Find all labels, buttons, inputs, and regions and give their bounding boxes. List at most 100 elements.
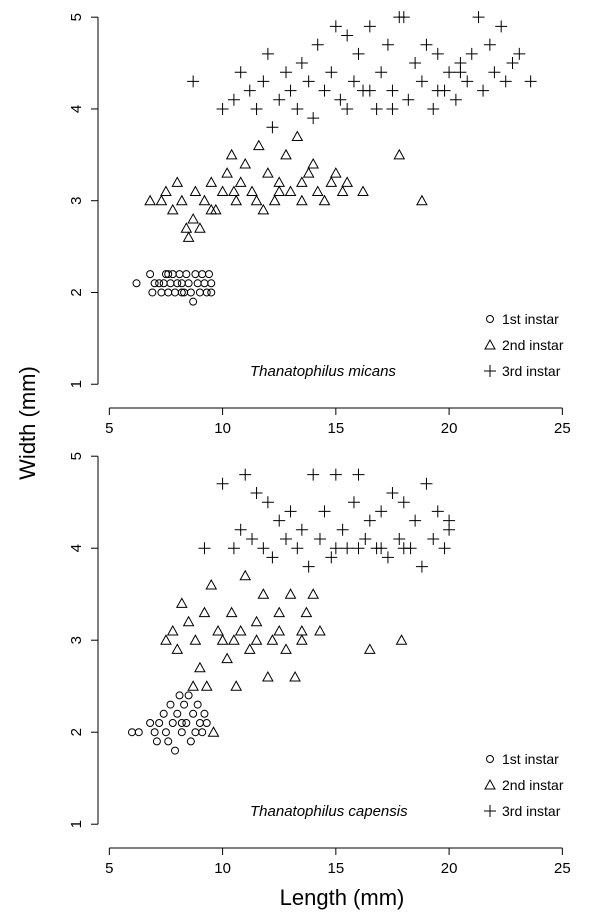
series-circle (132, 270, 216, 306)
data-point-plus (420, 477, 433, 490)
data-point-circle (150, 279, 159, 288)
data-point-circle (155, 279, 164, 288)
data-point-plus (524, 75, 537, 88)
data-point-circle (164, 737, 173, 746)
data-point-triangle (257, 588, 270, 599)
data-point-plus (454, 66, 467, 79)
data-point-triangle (239, 157, 252, 169)
data-point-triangle (180, 222, 193, 233)
data-point-plus (513, 47, 526, 60)
data-point-plus (409, 514, 422, 527)
data-point-triangle (182, 615, 195, 627)
data-point-triangle (182, 231, 195, 242)
data-point-circle (193, 279, 202, 288)
data-point-plus (495, 20, 508, 33)
legend-marker-triangle (484, 338, 496, 350)
data-point-plus (375, 542, 388, 555)
data-point-triangle (194, 661, 206, 673)
x-tick-label: 20 (441, 860, 458, 877)
data-point-plus (347, 75, 360, 88)
data-point-circle (159, 709, 168, 718)
data-point-circle (168, 719, 177, 727)
data-point-triangle (314, 624, 326, 636)
data-point-plus (239, 468, 252, 481)
data-point-circle (184, 691, 193, 700)
data-point-plus (329, 468, 342, 481)
data-point-circle (198, 728, 207, 737)
data-point-circle (175, 270, 184, 279)
data-point-triangle (416, 194, 428, 206)
data-point-triangle (273, 606, 286, 618)
y-tick-label: 3 (68, 636, 85, 644)
data-point-triangle (266, 634, 279, 645)
data-point-circle (195, 288, 204, 297)
data-point-triangle (311, 185, 324, 197)
data-point-circle (202, 288, 211, 297)
data-point-plus (261, 47, 274, 60)
data-point-plus (295, 523, 308, 536)
x-tick-label: 5 (105, 420, 113, 437)
data-point-plus (302, 75, 315, 88)
data-point-plus (284, 84, 297, 97)
data-point-circle (204, 270, 213, 279)
data-point-triangle (273, 624, 286, 636)
data-point-circle (157, 288, 166, 297)
data-point-plus (465, 47, 478, 60)
data-point-triangle (257, 203, 270, 215)
data-point-plus (415, 75, 428, 88)
data-point-plus (409, 57, 422, 70)
data-point-triangle (300, 606, 313, 618)
data-point-triangle (280, 643, 292, 654)
data-point-plus (483, 38, 496, 51)
data-point-plus (187, 75, 200, 88)
data-point-plus (402, 93, 415, 106)
legend-marker-triangle (484, 778, 496, 790)
data-point-triangle (155, 194, 168, 206)
data-point-plus (499, 75, 512, 88)
data-point-plus (266, 551, 279, 564)
data-point-plus (359, 533, 372, 545)
x-tick-label: 25 (554, 860, 571, 877)
series-plus (198, 468, 456, 573)
data-point-circle (177, 288, 186, 297)
data-point-plus (284, 505, 297, 518)
data-point-plus (325, 551, 338, 564)
data-point-plus (234, 66, 247, 79)
data-point-plus (266, 121, 279, 134)
data-point-plus (375, 505, 388, 518)
data-point-triangle (250, 615, 263, 627)
data-point-circle (173, 279, 182, 288)
data-point-plus (216, 477, 229, 490)
data-point-plus (291, 542, 304, 555)
data-point-plus (318, 505, 331, 518)
data-point-plus (427, 102, 440, 115)
legend-label: 2nd instar (502, 337, 564, 353)
legend-label: 1st instar (502, 751, 559, 767)
data-point-plus (329, 542, 342, 555)
legend-marker-plus (484, 365, 496, 377)
data-point-plus (198, 542, 211, 555)
y-axis-label: Width (mm) (15, 366, 40, 480)
y-tick-label: 2 (68, 728, 85, 736)
x-tick-label: 15 (327, 860, 344, 877)
data-point-circle (186, 737, 195, 746)
data-point-circle (171, 288, 180, 297)
data-point-triangle (363, 643, 376, 654)
data-point-plus (250, 487, 263, 499)
data-point-circle (189, 709, 198, 718)
data-point-plus (363, 20, 376, 33)
data-point-plus (307, 468, 320, 481)
data-point-circle (180, 700, 189, 709)
legend-label: 1st instar (502, 311, 559, 327)
data-point-plus (461, 75, 474, 88)
data-point-plus (341, 102, 354, 115)
series-circle (127, 691, 211, 755)
data-point-triangle (187, 680, 199, 691)
data-point-triangle (171, 643, 184, 654)
data-point-triangle (357, 185, 369, 197)
data-point-triangle (246, 185, 258, 197)
data-point-triangle (341, 176, 354, 187)
data-point-triangle (302, 167, 315, 178)
data-point-circle (177, 728, 186, 737)
